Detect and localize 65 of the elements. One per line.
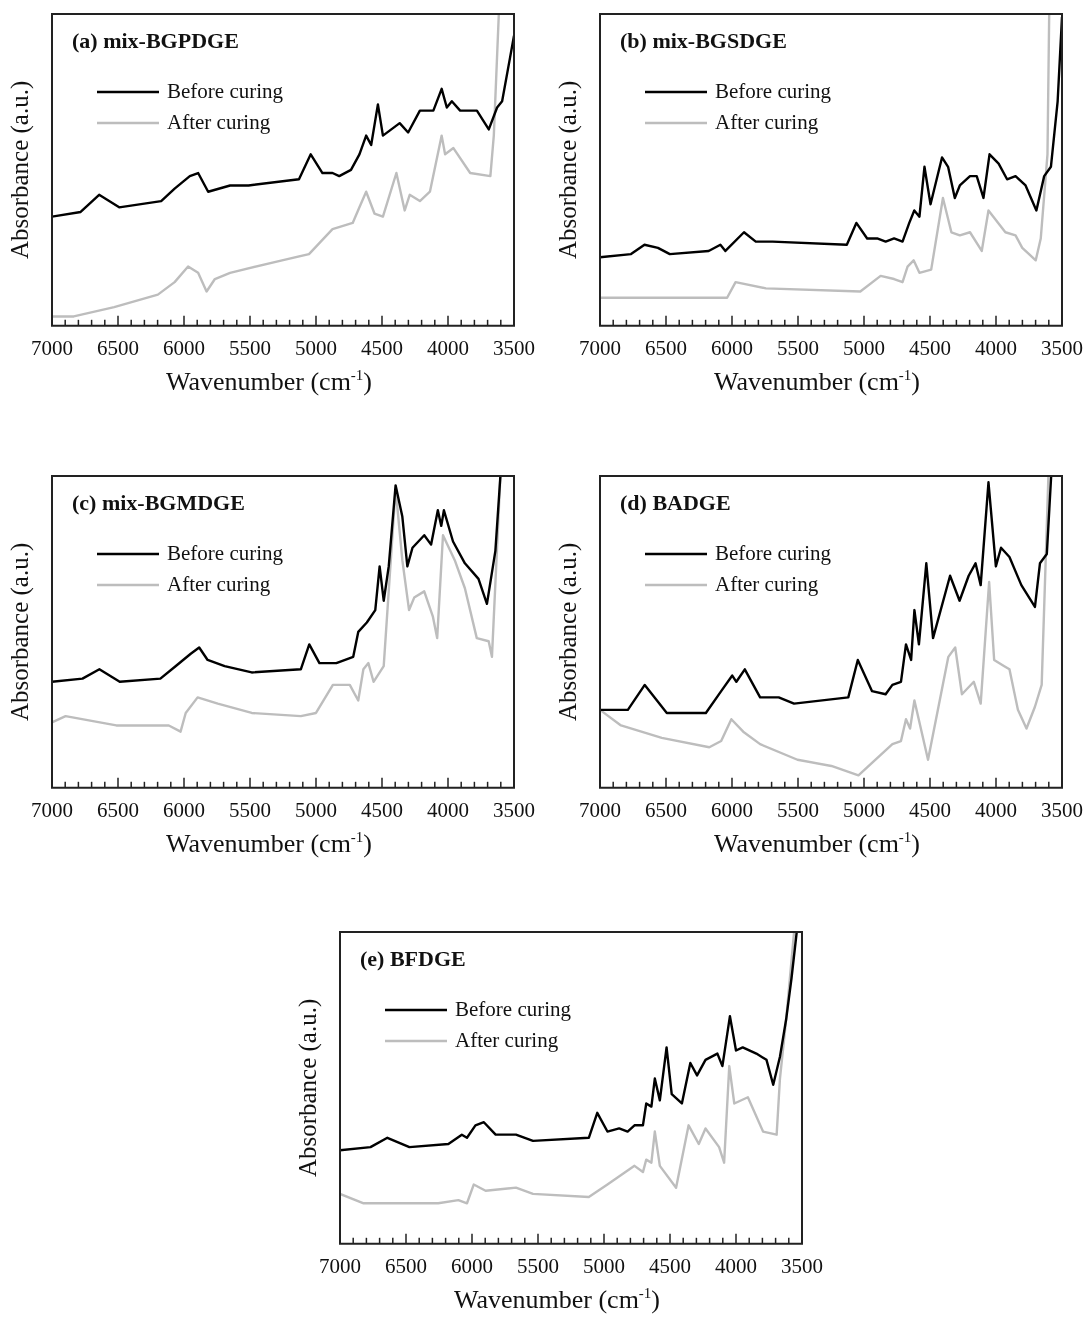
x-tick-label: 6500 (385, 1253, 427, 1278)
x-tick-label: 3500 (781, 1253, 823, 1278)
x-tick-label: 6500 (645, 335, 687, 360)
x-tick-label: 4000 (427, 335, 469, 360)
x-tick-label: 5500 (229, 335, 271, 360)
legend-label: After curing (715, 109, 819, 134)
text: (a) mix-BGPDGE (72, 27, 239, 53)
x-axis-title: Wavenumber (cm$^{-1}$) (712, 829, 922, 859)
legend-label: Before curing (167, 540, 284, 565)
x-tick-label: 4500 (649, 1253, 691, 1278)
text: (b) mix-BGSDGE (620, 27, 787, 53)
x-tick-label: 6000 (451, 1253, 493, 1278)
x-tick-label: 3500 (493, 797, 535, 822)
x-tick-label: 7000 (31, 335, 73, 360)
y-axis-title: Absorbance (a.u.) (5, 80, 34, 260)
legend-label: After curing (167, 109, 271, 134)
y-axis-title: Absorbance (a.u.) (553, 80, 582, 260)
x-tick-label: 5500 (777, 797, 819, 822)
x-tick-label: 5500 (517, 1253, 559, 1278)
text: (e) BFDGE (360, 945, 466, 971)
x-tick-label: 6000 (163, 335, 205, 360)
y-axis-title: Absorbance (a.u.) (293, 998, 322, 1178)
legend-label: After curing (455, 1027, 559, 1052)
x-axis-title: Wavenumber (cm$^{-1}$) (164, 829, 374, 859)
x-tick-label: 6000 (163, 797, 205, 822)
x-tick-label: 5000 (843, 797, 885, 822)
legend-label: Before curing (455, 996, 572, 1021)
x-tick-label: 6500 (97, 797, 139, 822)
x-tick-label: 4000 (975, 797, 1017, 822)
legend-label: Before curing (715, 78, 832, 103)
x-tick-label: 5000 (295, 335, 337, 360)
x-tick-label: 5000 (295, 797, 337, 822)
x-tick-label: 4500 (361, 797, 403, 822)
x-tick-label: 6000 (711, 335, 753, 360)
x-tick-label: 5500 (777, 335, 819, 360)
x-tick-label: 4000 (975, 335, 1017, 360)
x-tick-label: 4000 (715, 1253, 757, 1278)
x-tick-label: 4500 (361, 335, 403, 360)
x-tick-label: 6500 (645, 797, 687, 822)
y-axis-title: Absorbance (a.u.) (553, 542, 582, 722)
legend-label: After curing (167, 571, 271, 596)
x-tick-label: 6000 (711, 797, 753, 822)
x-axis-title: Wavenumber (cm$^{-1}$) (712, 367, 922, 397)
x-tick-label: 3500 (1041, 797, 1083, 822)
x-tick-label: 3500 (493, 335, 535, 360)
x-tick-label: 7000 (579, 797, 621, 822)
x-tick-label: 5500 (229, 797, 271, 822)
x-tick-label: 4500 (909, 335, 951, 360)
x-tick-label: 5000 (583, 1253, 625, 1278)
x-axis-title: Wavenumber (cm$^{-1}$) (452, 1285, 662, 1315)
y-axis-title: Absorbance (a.u.) (5, 542, 34, 722)
text: (c) mix-BGMDGE (72, 489, 245, 515)
x-tick-label: 5000 (843, 335, 885, 360)
x-tick-label: 4500 (909, 797, 951, 822)
x-tick-label: 6500 (97, 335, 139, 360)
legend-label: Before curing (167, 78, 284, 103)
legend-label: After curing (715, 571, 819, 596)
legend-label: Before curing (715, 540, 832, 565)
x-tick-label: 7000 (579, 335, 621, 360)
x-tick-label: 7000 (31, 797, 73, 822)
x-tick-label: 7000 (319, 1253, 361, 1278)
x-tick-label: 4000 (427, 797, 469, 822)
x-tick-label: 3500 (1041, 335, 1083, 360)
x-axis-title: Wavenumber (cm$^{-1}$) (164, 367, 374, 397)
text: (d) BADGE (620, 489, 731, 515)
